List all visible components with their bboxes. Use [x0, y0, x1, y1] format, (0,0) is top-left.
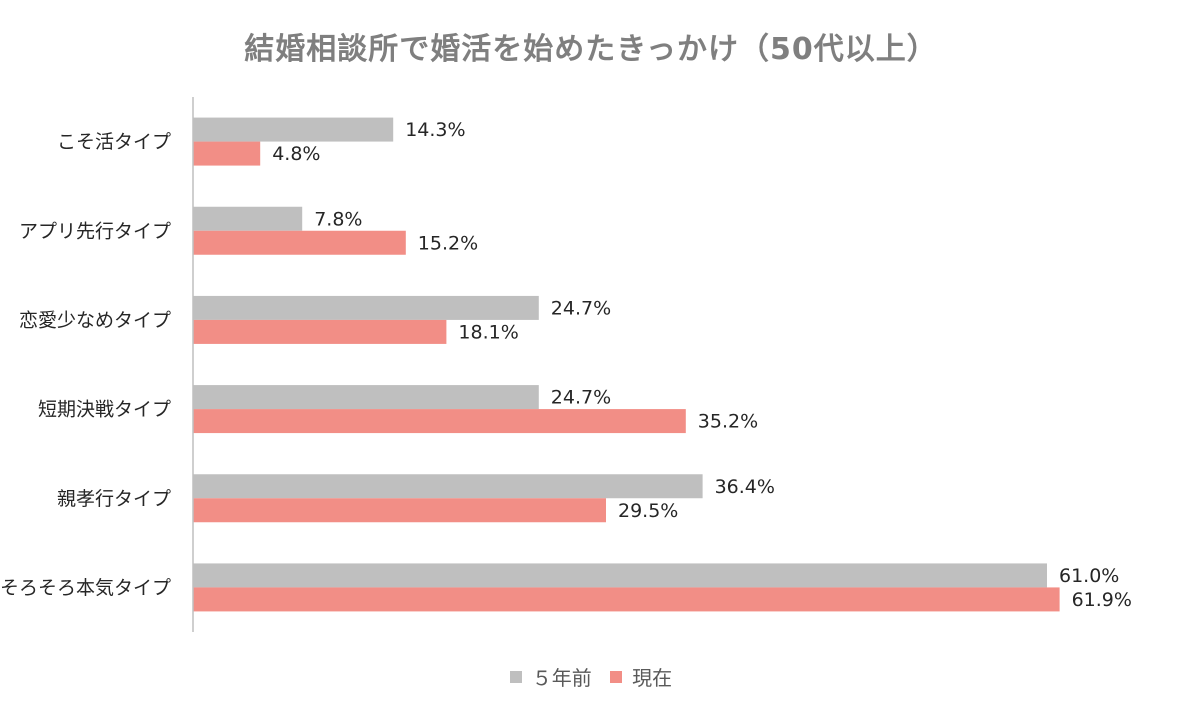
legend-item-current: 現在 — [610, 662, 672, 691]
data-label: 61.0% — [1059, 565, 1119, 587]
bar — [193, 563, 1047, 588]
bar — [193, 295, 539, 320]
category-label: そろそろ本気タイプ — [0, 577, 171, 599]
data-label: 15.2% — [418, 232, 478, 254]
bar — [193, 319, 447, 344]
legend-label-current: 現在 — [632, 666, 673, 690]
bar — [193, 587, 1060, 612]
chart-title: 結婚相談所で婚活を始めたきっかけ（50代以上） — [244, 32, 938, 67]
bar — [193, 230, 406, 255]
legend: ５年前 現在 — [0, 662, 1182, 691]
legend-label-5years-ago: ５年前 — [531, 666, 592, 690]
bar — [193, 117, 394, 142]
legend-swatch-5years-ago — [509, 670, 522, 683]
category-label: アプリ先行タイプ — [19, 220, 171, 242]
data-label: 35.2% — [698, 411, 758, 433]
bar — [193, 141, 261, 166]
category-label: こそ活タイプ — [57, 131, 171, 153]
data-label: 61.9% — [1072, 589, 1132, 611]
bar — [193, 474, 703, 499]
data-label: 7.8% — [314, 208, 362, 230]
data-label: 14.3% — [405, 119, 465, 141]
data-label: 24.7% — [551, 387, 611, 409]
legend-item-5years-ago: ５年前 — [509, 662, 592, 691]
category-label: 短期決戦タイプ — [38, 399, 171, 421]
data-label: 36.4% — [715, 476, 775, 498]
category-label: 恋愛少なめタイプ — [19, 309, 171, 331]
data-label: 24.7% — [551, 297, 611, 319]
legend-swatch-current — [610, 670, 623, 683]
bar — [193, 206, 303, 231]
bar — [193, 385, 539, 410]
data-label: 4.8% — [272, 143, 320, 165]
category-label: 親孝行タイプ — [57, 488, 171, 510]
bar — [193, 409, 686, 434]
bar — [193, 498, 606, 523]
data-label: 29.5% — [618, 500, 678, 522]
data-label: 18.1% — [458, 321, 518, 343]
